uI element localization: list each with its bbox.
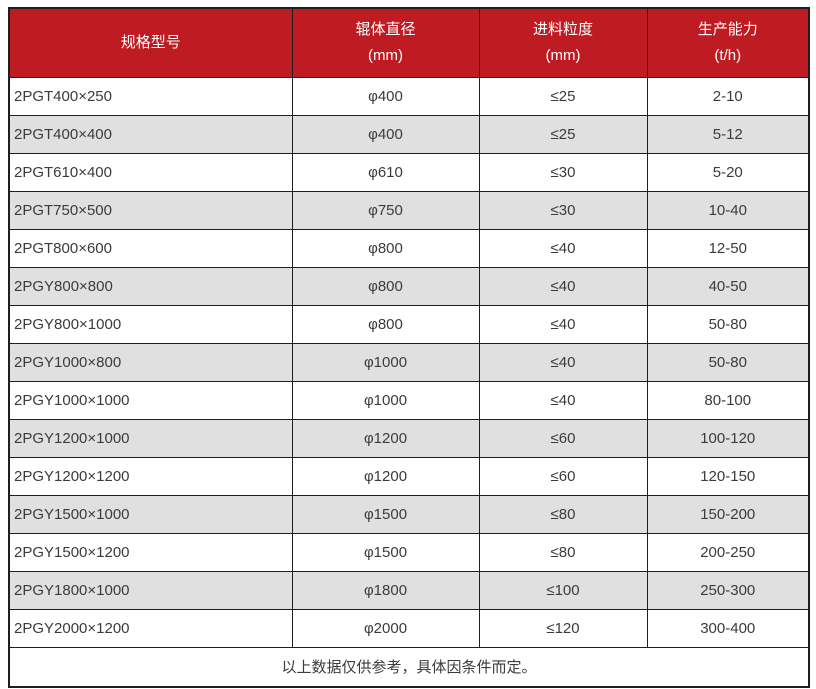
cell-spec-model: 2PGT400×250 [8, 76, 293, 116]
header-feed-size-label: 进料粒度 [532, 20, 593, 38]
spec-table: 规格型号 辊体直径 (mm) 进料粒度 (mm) 生产能力 (t/h) 2PGT… [8, 7, 810, 688]
cell-spec-model: 2PGY1000×1000 [8, 380, 293, 420]
cell-roller-diameter: φ2000 [291, 608, 480, 648]
header-capacity-unit: (t/h) [714, 46, 742, 64]
footer-note: 以上数据仅供参考，具体因条件而定。 [8, 646, 810, 688]
cell-capacity: 40-50 [646, 266, 810, 306]
cell-feed-size: ≤30 [478, 152, 648, 192]
header-cell-feed-size: 进料粒度 (mm) [478, 7, 648, 78]
cell-feed-size: ≤100 [478, 570, 648, 610]
cell-roller-diameter: φ400 [291, 76, 480, 116]
cell-feed-size: ≤25 [478, 76, 648, 116]
cell-feed-size: ≤40 [478, 266, 648, 306]
table-row: 2PGY800×1000 φ800 ≤40 50-80 [8, 304, 810, 344]
cell-feed-size: ≤60 [478, 418, 648, 458]
cell-roller-diameter: φ1000 [291, 342, 480, 382]
header-capacity-label: 生产能力 [697, 20, 758, 38]
table-row: 2PGY1500×1200 φ1500 ≤80 200-250 [8, 532, 810, 572]
cell-capacity: 200-250 [646, 532, 810, 572]
table-row: 2PGT400×250 φ400 ≤25 2-10 [8, 76, 810, 116]
cell-capacity: 5-20 [646, 152, 810, 192]
footer-row: 以上数据仅供参考，具体因条件而定。 [8, 646, 810, 688]
cell-roller-diameter: φ1000 [291, 380, 480, 420]
cell-roller-diameter: φ800 [291, 228, 480, 268]
cell-spec-model: 2PGY1800×1000 [8, 570, 293, 610]
cell-roller-diameter: φ1500 [291, 494, 480, 534]
table-row: 2PGT400×400 φ400 ≤25 5-12 [8, 114, 810, 154]
cell-spec-model: 2PGY1200×1200 [8, 456, 293, 496]
table-row: 2PGY1200×1000 φ1200 ≤60 100-120 [8, 418, 810, 458]
table-row: 2PGY1200×1200 φ1200 ≤60 120-150 [8, 456, 810, 496]
cell-capacity: 50-80 [646, 342, 810, 382]
cell-capacity: 100-120 [646, 418, 810, 458]
cell-spec-model: 2PGY800×1000 [8, 304, 293, 344]
cell-feed-size: ≤40 [478, 228, 648, 268]
header-cell-spec-model: 规格型号 [8, 7, 293, 78]
cell-roller-diameter: φ1800 [291, 570, 480, 610]
cell-feed-size: ≤40 [478, 304, 648, 344]
table-body: 2PGT400×250 φ400 ≤25 2-10 2PGT400×400 φ400 ≤25… [8, 76, 810, 648]
cell-spec-model: 2PGT750×500 [8, 190, 293, 230]
table-row: 2PGY1800×1000 φ1800 ≤100 250-300 [8, 570, 810, 610]
table-row: 2PGY1500×1000 φ1500 ≤80 150-200 [8, 494, 810, 534]
cell-roller-diameter: φ750 [291, 190, 480, 230]
table-header: 规格型号 辊体直径 (mm) 进料粒度 (mm) 生产能力 (t/h) [8, 7, 810, 78]
table-row: 2PGY1000×800 φ1000 ≤40 50-80 [8, 342, 810, 382]
cell-feed-size: ≤120 [478, 608, 648, 648]
cell-roller-diameter: φ800 [291, 304, 480, 344]
cell-spec-model: 2PGT610×400 [8, 152, 293, 192]
header-cell-roller-diameter: 辊体直径 (mm) [291, 7, 480, 78]
cell-feed-size: ≤30 [478, 190, 648, 230]
table-row: 2PGY800×800 φ800 ≤40 40-50 [8, 266, 810, 306]
table-row: 2PGT800×600 φ800 ≤40 12-50 [8, 228, 810, 268]
cell-capacity: 12-50 [646, 228, 810, 268]
table-row: 2PGT610×400 φ610 ≤30 5-20 [8, 152, 810, 192]
cell-capacity: 5-12 [646, 114, 810, 154]
cell-capacity: 80-100 [646, 380, 810, 420]
cell-spec-model: 2PGY1200×1000 [8, 418, 293, 458]
cell-capacity: 50-80 [646, 304, 810, 344]
header-row: 规格型号 辊体直径 (mm) 进料粒度 (mm) 生产能力 (t/h) [8, 7, 810, 78]
table-row: 2PGY2000×1200 φ2000 ≤120 300-400 [8, 608, 810, 648]
cell-spec-model: 2PGT400×400 [8, 114, 293, 154]
table-footer: 以上数据仅供参考，具体因条件而定。 [8, 646, 810, 688]
table-row: 2PGT750×500 φ750 ≤30 10-40 [8, 190, 810, 230]
cell-spec-model: 2PGT800×600 [8, 228, 293, 268]
cell-capacity: 10-40 [646, 190, 810, 230]
cell-spec-model: 2PGY1500×1200 [8, 532, 293, 572]
cell-roller-diameter: φ1500 [291, 532, 480, 572]
cell-feed-size: ≤60 [478, 456, 648, 496]
cell-capacity: 300-400 [646, 608, 810, 648]
cell-capacity: 2-10 [646, 76, 810, 116]
cell-capacity: 150-200 [646, 494, 810, 534]
header-roller-diameter-label: 辊体直径 [355, 20, 416, 38]
cell-feed-size: ≤25 [478, 114, 648, 154]
table-row: 2PGY1000×1000 φ1000 ≤40 80-100 [8, 380, 810, 420]
header-roller-diameter-unit: (mm) [368, 46, 403, 64]
cell-feed-size: ≤40 [478, 380, 648, 420]
header-feed-size-unit: (mm) [545, 46, 581, 64]
cell-capacity: 250-300 [646, 570, 810, 610]
cell-spec-model: 2PGY2000×1200 [8, 608, 293, 648]
cell-capacity: 120-150 [646, 456, 810, 496]
cell-feed-size: ≤40 [478, 342, 648, 382]
cell-spec-model: 2PGY1000×800 [8, 342, 293, 382]
cell-spec-model: 2PGY1500×1000 [8, 494, 293, 534]
cell-roller-diameter: φ400 [291, 114, 480, 154]
header-spec-model-label: 规格型号 [120, 33, 181, 51]
header-cell-capacity: 生产能力 (t/h) [646, 7, 810, 78]
cell-roller-diameter: φ610 [291, 152, 480, 192]
cell-feed-size: ≤80 [478, 494, 648, 534]
cell-spec-model: 2PGY800×800 [8, 266, 293, 306]
cell-roller-diameter: φ800 [291, 266, 480, 306]
cell-roller-diameter: φ1200 [291, 418, 480, 458]
cell-feed-size: ≤80 [478, 532, 648, 572]
cell-roller-diameter: φ1200 [291, 456, 480, 496]
